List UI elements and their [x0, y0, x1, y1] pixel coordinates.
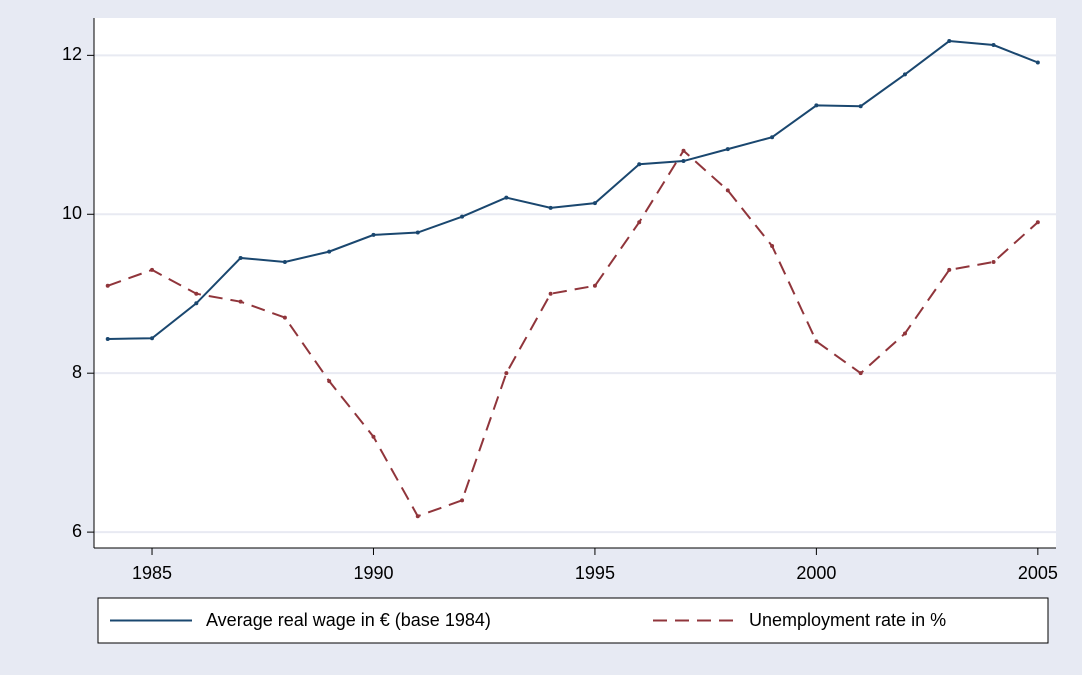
point: [504, 371, 509, 376]
point: [681, 148, 686, 153]
y-tick-label: 12: [62, 44, 82, 64]
y-tick-label: 10: [62, 203, 82, 223]
point: [725, 147, 730, 152]
point: [858, 371, 863, 376]
point: [681, 159, 686, 164]
y-tick-label: 6: [72, 521, 82, 541]
legend-label: Unemployment rate in %: [749, 610, 946, 630]
series-line: [107, 149, 1039, 518]
point: [150, 267, 155, 272]
point: [105, 337, 110, 342]
point: [282, 259, 287, 264]
point: [327, 249, 332, 254]
point: [592, 201, 597, 206]
x-tick-label: 2005: [1018, 563, 1058, 583]
point: [947, 39, 952, 44]
point: [238, 255, 243, 260]
point: [770, 244, 775, 249]
point: [1035, 220, 1040, 225]
point: [150, 336, 155, 341]
series-line: [107, 40, 1039, 341]
point: [858, 104, 863, 109]
point: [282, 315, 287, 320]
point: [194, 301, 199, 306]
point: [991, 43, 996, 48]
point: [814, 103, 819, 108]
x-tick-label: 1990: [353, 563, 393, 583]
point: [371, 434, 376, 439]
point: [460, 214, 465, 219]
point: [105, 283, 110, 288]
point: [637, 220, 642, 225]
plot-area: [94, 18, 1056, 548]
point: [371, 232, 376, 237]
y-tick-label: 8: [72, 362, 82, 382]
point: [637, 162, 642, 167]
point: [238, 299, 243, 304]
x-tick-label: 1985: [132, 563, 172, 583]
point: [814, 339, 819, 344]
point: [460, 498, 465, 503]
point: [592, 283, 597, 288]
legend-box: [97, 597, 1049, 644]
point: [194, 291, 199, 296]
legend-label: Average real wage in € (base 1984): [206, 610, 491, 630]
point: [548, 291, 553, 296]
x-tick-label: 1995: [575, 563, 615, 583]
point: [770, 135, 775, 140]
point: [415, 514, 420, 519]
point: [1035, 60, 1040, 65]
point: [902, 331, 907, 336]
point: [725, 188, 730, 193]
point: [947, 267, 952, 272]
point: [327, 379, 332, 384]
point: [415, 230, 420, 235]
point: [991, 259, 996, 264]
x-tick-label: 2000: [796, 563, 836, 583]
point: [902, 72, 907, 77]
point: [548, 205, 553, 210]
point: [504, 195, 509, 200]
